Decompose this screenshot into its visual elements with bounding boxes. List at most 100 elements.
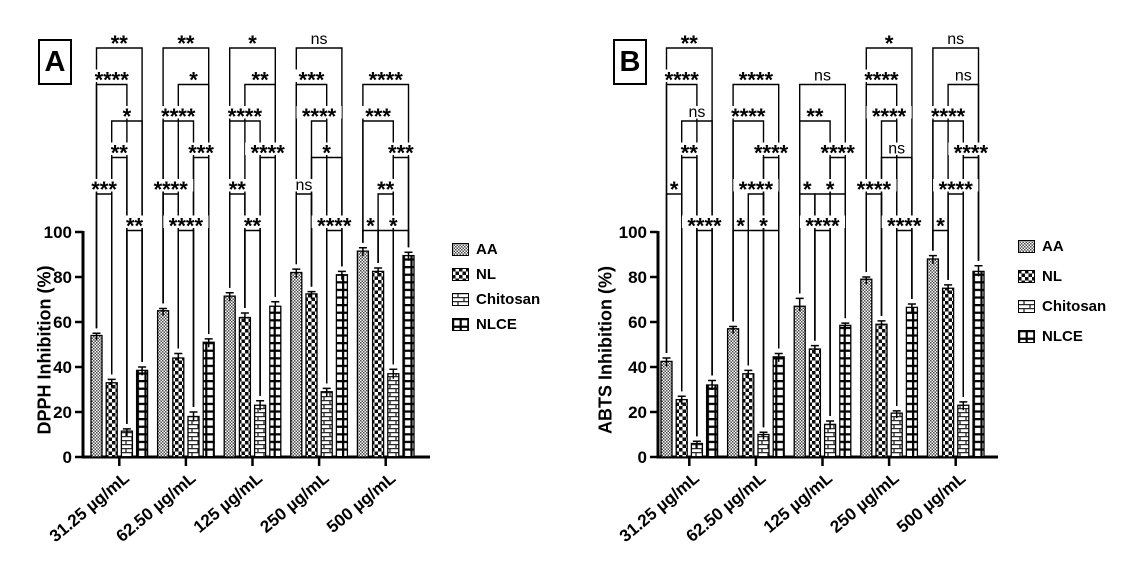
bar-nl-g3 (305, 293, 318, 458)
sig-label-mask (757, 215, 770, 228)
bar-chitosan-g2 (253, 404, 267, 458)
legend-item-nl: NL (452, 266, 540, 283)
sig-label: ** (244, 214, 262, 239)
sig-label: * (123, 104, 132, 129)
sig-label: **** (754, 141, 789, 166)
error-bar (708, 379, 717, 390)
sig-label-mask (686, 106, 708, 119)
bar-nlce-g3 (335, 274, 349, 458)
error-bar (189, 411, 198, 422)
error-bar (159, 307, 168, 316)
sig-label-mask (240, 215, 265, 228)
sig-label: **** (739, 177, 774, 202)
bar-aa-g4 (356, 250, 370, 458)
bar-nlce-g1 (202, 341, 215, 458)
sig-label-mask (386, 215, 400, 228)
bar-nlce-g2 (269, 305, 282, 458)
error-bar (959, 401, 968, 411)
sig-label-mask (248, 69, 272, 82)
sig-label: **** (95, 68, 130, 93)
bar-nl-g1 (742, 373, 755, 458)
sig-label: * (322, 141, 331, 166)
sig-bracket (244, 229, 261, 396)
sig-label-mask (89, 69, 135, 82)
sig-label: **** (251, 141, 286, 166)
error-bar (92, 332, 101, 341)
sig-label: **** (228, 104, 263, 129)
sig-bracket (665, 193, 683, 392)
sig-bracket (377, 193, 394, 365)
sig-label-mask (823, 179, 837, 192)
bar-nl-g1 (172, 357, 185, 458)
sig-bracket (377, 229, 410, 263)
legend-label-nlce: NLCE (476, 316, 517, 333)
error-bar (862, 276, 871, 285)
sig-label-mask (734, 215, 748, 228)
error-bar (358, 247, 367, 257)
sig-label: * (389, 214, 398, 239)
bar-nlce-g3 (905, 306, 919, 458)
sig-label-mask (866, 106, 912, 119)
legend-swatch-nlce-icon (1018, 330, 1035, 343)
sig-label-mask (858, 69, 905, 82)
error-bar (374, 267, 383, 277)
sig-label-mask (812, 69, 833, 82)
sig-bracket (932, 229, 949, 280)
sig-label-mask (948, 142, 994, 155)
sig-label: * (736, 214, 745, 239)
sig-label: *** (299, 68, 325, 93)
sig-label-mask (120, 106, 134, 119)
y-tick-label: 40 (628, 358, 647, 377)
sig-label-mask (799, 215, 846, 228)
sig-label: **** (731, 104, 766, 129)
error-bar (389, 368, 398, 379)
legend-item-nl: NL (1018, 268, 1106, 285)
sig-label: **** (872, 104, 907, 129)
sig-bracket (95, 47, 143, 362)
y-tick-label: 0 (638, 448, 647, 467)
sig-label: **** (931, 104, 966, 129)
sig-label: **** (369, 68, 404, 93)
error-bar (240, 312, 249, 323)
y-tick-label: 80 (53, 268, 72, 287)
sig-bracket (126, 229, 143, 424)
sig-label-mask (733, 179, 779, 192)
sig-label-mask (815, 142, 861, 155)
error-bar (810, 344, 819, 354)
sig-label-mask (187, 69, 200, 82)
sig-label-mask (667, 179, 681, 192)
bar-nl-g3 (875, 323, 888, 458)
error-bar (877, 320, 886, 330)
sig-label: **** (317, 214, 352, 239)
y-tick-label: 20 (628, 403, 647, 422)
sig-label: * (885, 31, 894, 56)
sig-label-mask (296, 106, 342, 119)
sig-label: ** (126, 214, 144, 239)
sig-bracket (295, 193, 313, 287)
sig-label: ** (111, 141, 129, 166)
legend-label-nl: NL (476, 266, 496, 283)
sig-label-mask (360, 106, 396, 119)
bar-aa-g3 (290, 271, 303, 458)
sig-label: ns (814, 68, 831, 85)
sig-label: *** (365, 104, 391, 129)
error-bar (677, 395, 686, 405)
error-bar (759, 431, 768, 440)
sig-label: ** (229, 177, 247, 202)
sig-label-mask (155, 106, 201, 119)
legend-swatch-aa-icon (1018, 240, 1035, 253)
bar-chitosan-g1 (187, 415, 200, 458)
error-bar (174, 352, 183, 363)
bar-aa-g0 (660, 360, 673, 458)
error-bar (692, 440, 701, 449)
sig-label-mask (174, 33, 198, 46)
legend-swatch-nlce-icon (452, 318, 469, 331)
error-bar (928, 254, 937, 264)
sig-label: ** (806, 104, 824, 129)
sig-label: *** (388, 141, 414, 166)
legend-label-chitosan: Chitosan (1042, 298, 1107, 315)
sig-label: **** (665, 68, 700, 93)
legend-panel-a: AA NL Chitosan NLCE (452, 241, 540, 341)
sig-label-mask (882, 33, 896, 46)
